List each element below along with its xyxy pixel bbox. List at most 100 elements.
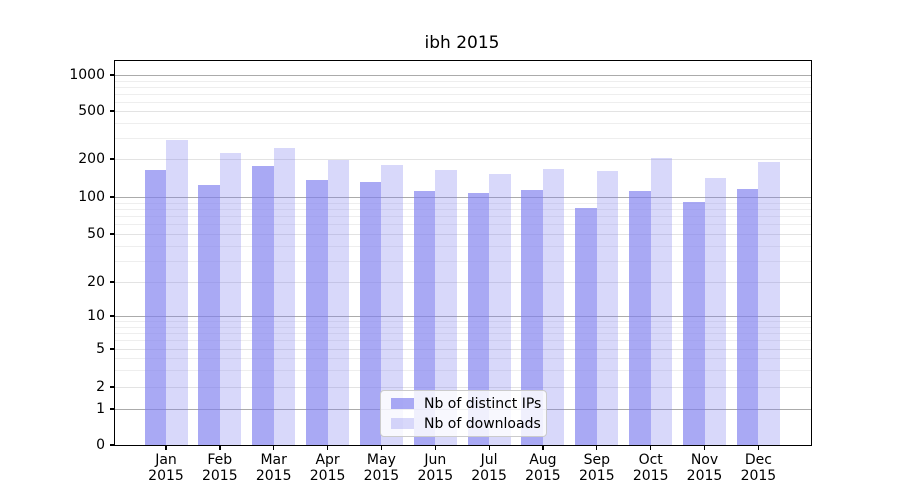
x-tick-label: Dec 2015	[723, 452, 793, 484]
bar-downloads	[650, 158, 673, 445]
x-tick-label: Feb 2015	[185, 452, 255, 484]
y-tick-label: 5	[96, 341, 105, 357]
y-tick-label: 50	[87, 226, 105, 242]
gridline-sub	[115, 349, 811, 350]
x-tick-month: Oct	[638, 452, 663, 468]
gridline-minor	[115, 333, 811, 334]
x-tick-month: Feb	[207, 452, 233, 468]
x-tick-month: Jan	[155, 452, 177, 468]
x-tick-mark	[219, 445, 221, 450]
gridline-minor	[115, 101, 811, 103]
bar-distinct-ips	[198, 184, 220, 445]
x-tick-month: Jun	[424, 452, 447, 468]
gridline-minor	[115, 321, 811, 322]
bar-downloads	[758, 162, 780, 445]
bar-downloads	[435, 170, 457, 445]
y-tick-mark	[110, 196, 115, 198]
x-tick-year: 2015	[740, 468, 777, 484]
gridline-minor	[115, 216, 811, 217]
legend-item-distinct-ips: Nb of distinct IPs	[391, 397, 546, 411]
gridline-minor	[115, 202, 811, 204]
x-tick-year: 2015	[309, 468, 346, 484]
gridline-major	[115, 316, 811, 317]
bar-distinct-ips	[683, 201, 705, 445]
bar-downloads	[381, 164, 403, 445]
gridline-minor	[115, 86, 811, 88]
x-tick-mark	[273, 445, 275, 450]
x-tick-month: Dec	[744, 452, 772, 468]
gridline-sub	[115, 111, 811, 112]
y-tick-label: 10	[87, 308, 105, 324]
bar-downloads	[704, 178, 726, 445]
gridline-sub	[115, 159, 811, 160]
y-tick-label: 200	[78, 151, 105, 167]
bar-downloads	[219, 152, 242, 445]
gridline-major	[115, 75, 811, 76]
x-tick-year: 2015	[417, 468, 454, 484]
x-tick-year: 2015	[686, 468, 723, 484]
y-tick-mark	[110, 408, 115, 410]
x-tick-month: Jul	[480, 452, 498, 468]
x-tick-label: Jun 2015	[400, 452, 470, 484]
y-tick-mark	[110, 444, 115, 446]
x-tick-mark	[757, 445, 760, 450]
legend: Nb of distinct IPs Nb of downloads	[380, 390, 547, 437]
x-tick-label: Oct 2015	[616, 452, 686, 484]
gridline-sub	[115, 387, 811, 388]
gridline-minor	[115, 358, 811, 360]
gridline-minor	[115, 260, 811, 262]
x-tick-mark	[650, 445, 652, 450]
x-tick-label: Jan 2015	[131, 452, 201, 484]
x-tick-month: Aug	[529, 452, 557, 468]
gridline-minor	[115, 326, 811, 328]
x-tick-mark	[542, 445, 544, 450]
x-tick-label: Mar 2015	[239, 452, 309, 484]
y-tick-label: 1	[96, 401, 105, 417]
gridline-minor	[115, 137, 811, 139]
x-tick-mark	[165, 445, 167, 450]
legend-label-distinct-ips: Nb of distinct IPs	[424, 395, 542, 412]
gridline-minor	[115, 245, 811, 247]
y-tick-mark	[110, 348, 115, 350]
x-tick-mark	[380, 445, 383, 450]
y-tick-label: 500	[78, 103, 105, 119]
x-tick-month: Sep	[583, 452, 610, 468]
bar-downloads	[273, 147, 296, 445]
bar-distinct-ips	[629, 191, 651, 445]
bar-distinct-ips	[521, 189, 543, 445]
bar-distinct-ips	[359, 181, 382, 445]
x-tick-year: 2015	[201, 468, 238, 484]
bar-distinct-ips	[736, 188, 759, 445]
bar-downloads	[489, 174, 511, 445]
gridline-minor	[115, 370, 811, 372]
legend-item-downloads: Nb of downloads	[391, 417, 546, 431]
x-tick-label: Nov 2015	[670, 452, 740, 484]
y-tick-label: 0	[96, 437, 105, 453]
bar-distinct-ips	[252, 166, 274, 445]
y-tick-label: 100	[78, 189, 105, 205]
legend-label-downloads: Nb of downloads	[424, 415, 541, 432]
x-tick-mark	[596, 445, 598, 450]
x-tick-label: Aug 2015	[508, 452, 578, 484]
bar-downloads	[327, 160, 350, 445]
bar-distinct-ips	[306, 180, 328, 445]
x-tick-year: 2015	[255, 468, 292, 484]
bar-distinct-ips	[575, 207, 597, 445]
bar-downloads	[166, 139, 188, 445]
y-tick-label: 20	[87, 274, 105, 290]
gridline-minor	[115, 224, 811, 226]
x-tick-month: Mar	[260, 452, 287, 468]
y-tick-mark	[110, 158, 115, 160]
legend-swatch-downloads	[391, 418, 414, 429]
x-tick-label: Sep 2015	[562, 452, 632, 484]
plot-area: 0 1 2 5 10 20 50 100 200 500 1000 Jan 2015 Feb 2015 Mar…	[69, 60, 812, 484]
x-tick-label: Apr 2015	[293, 452, 363, 484]
y-tick-mark	[110, 386, 115, 388]
legend-swatch-distinct-ips	[391, 398, 414, 409]
x-tick-mark	[703, 445, 706, 450]
x-tick-mark	[327, 445, 329, 450]
x-tick-mark	[488, 445, 490, 450]
y-tick-mark	[110, 281, 115, 283]
x-tick-month: May	[366, 452, 396, 468]
